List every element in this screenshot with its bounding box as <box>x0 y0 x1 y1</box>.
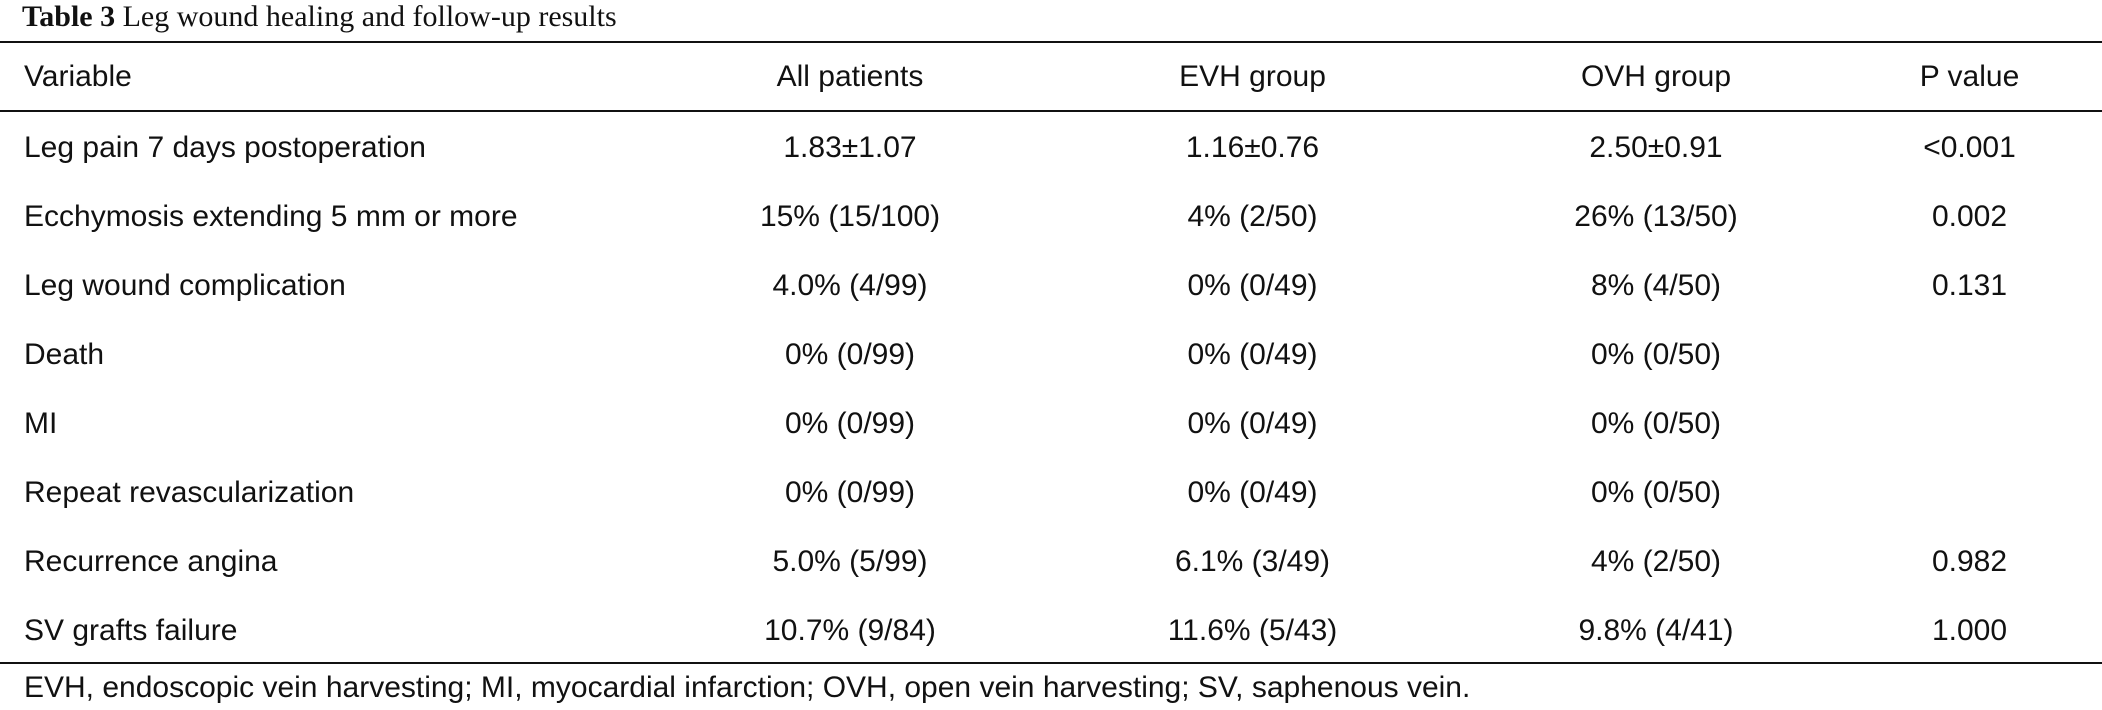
cell-ovh-group: 4% (2/50) <box>1590 545 1722 578</box>
cell-variable: Recurrence angina <box>24 545 278 578</box>
cell-evh-group: 11.6% (5/43) <box>1167 614 1338 647</box>
table-row: Repeat revascularization 0% (0/99) 0% (0/4… <box>0 458 2102 527</box>
cell-p-value: 0.002 <box>1931 200 2008 233</box>
cell-p-value <box>1837 320 2102 389</box>
cell-all-patients: 0% (0/99) <box>784 407 916 440</box>
top-rule <box>0 41 2102 43</box>
header-ovh-group: OVH group <box>1580 60 1732 93</box>
cell-all-patients: 15% (15/100) <box>759 200 941 233</box>
cell-all-patients: 1.83±1.07 <box>783 131 917 164</box>
cell-ovh-group: 8% (4/50) <box>1590 269 1722 302</box>
cell-ovh-group: 0% (0/50) <box>1590 476 1722 509</box>
table-row: Ecchymosis extending 5 mm or more 15% (15… <box>0 182 2102 251</box>
header-all-patients: All patients <box>776 60 924 93</box>
cell-all-patients: 0% (0/99) <box>784 476 916 509</box>
cell-p-value: 1.000 <box>1931 614 2008 647</box>
results-table: Variable All patients EVH group OVH grou… <box>0 43 2102 665</box>
cell-all-patients: 10.7% (9/84) <box>764 614 936 647</box>
table-row: Death 0% (0/99) 0% (0/49) 0% (0/50) <box>0 320 2102 389</box>
cell-p-value: 0.982 <box>1931 545 2008 578</box>
table-body: Leg pain 7 days postoperation 1.83±1.07 1.… <box>0 111 2102 665</box>
cell-p-value <box>1837 389 2102 458</box>
table-row: MI 0% (0/99) 0% (0/49) 0% (0/50) <box>0 389 2102 458</box>
table-title: Leg wound healing and follow-up results <box>122 0 617 33</box>
cell-variable: Death <box>24 338 105 371</box>
cell-evh-group: 6.1% (3/49) <box>1174 545 1331 578</box>
cell-evh-group: 0% (0/49) <box>1187 269 1318 302</box>
table-footnote: EVH, endoscopic vein harvesting; MI, myo… <box>24 671 1471 704</box>
cell-variable: MI <box>24 407 58 440</box>
cell-ovh-group: 9.8% (4/41) <box>1578 614 1734 647</box>
header-row: Variable All patients EVH group OVH grou… <box>0 43 2102 111</box>
header-p-value: P value <box>1919 60 2020 93</box>
table-row: SV grafts failure 10.7% (9/84) 11.6% (5/43… <box>0 596 2102 665</box>
header-evh-group: EVH group <box>1179 60 1326 93</box>
cell-p-value: <0.001 <box>1923 131 2016 164</box>
cell-evh-group: 0% (0/49) <box>1187 476 1318 509</box>
table-caption: Table 3 Leg wound healing and follow-up … <box>22 0 617 38</box>
cell-ovh-group: 26% (13/50) <box>1574 200 1738 233</box>
cell-variable: SV grafts failure <box>24 614 238 647</box>
cell-variable: Leg pain 7 days postoperation <box>24 131 426 164</box>
cell-p-value: 0.131 <box>1931 269 2008 302</box>
cell-variable: Leg wound complication <box>24 269 346 302</box>
cell-ovh-group: 0% (0/50) <box>1590 407 1722 440</box>
table-row: Leg pain 7 days postoperation 1.83±1.07 1.… <box>0 111 2102 182</box>
cell-variable: Repeat revascularization <box>24 476 355 509</box>
table-row: Leg wound complication 4.0% (4/99) 0% (0/4… <box>0 251 2102 320</box>
header-rule <box>0 110 2102 112</box>
cell-all-patients: 0% (0/99) <box>784 338 916 371</box>
cell-evh-group: 0% (0/49) <box>1187 407 1318 440</box>
table-row: Recurrence angina 5.0% (5/99) 6.1% (3/49) 4… <box>0 527 2102 596</box>
header-variable: Variable <box>24 60 132 93</box>
cell-all-patients: 5.0% (5/99) <box>772 545 928 578</box>
cell-p-value <box>1837 458 2102 527</box>
table-number: Table 3 <box>22 0 116 33</box>
cell-all-patients: 4.0% (4/99) <box>772 269 928 302</box>
cell-evh-group: 4% (2/50) <box>1187 200 1318 233</box>
cell-ovh-group: 0% (0/50) <box>1590 338 1722 371</box>
bottom-rule <box>0 662 2102 664</box>
cell-variable: Ecchymosis extending 5 mm or more <box>24 200 518 233</box>
cell-evh-group: 1.16±0.76 <box>1185 131 1320 164</box>
table-header: Variable All patients EVH group OVH grou… <box>0 43 2102 111</box>
cell-evh-group: 0% (0/49) <box>1187 338 1318 371</box>
cell-ovh-group: 2.50±0.91 <box>1589 131 1723 164</box>
